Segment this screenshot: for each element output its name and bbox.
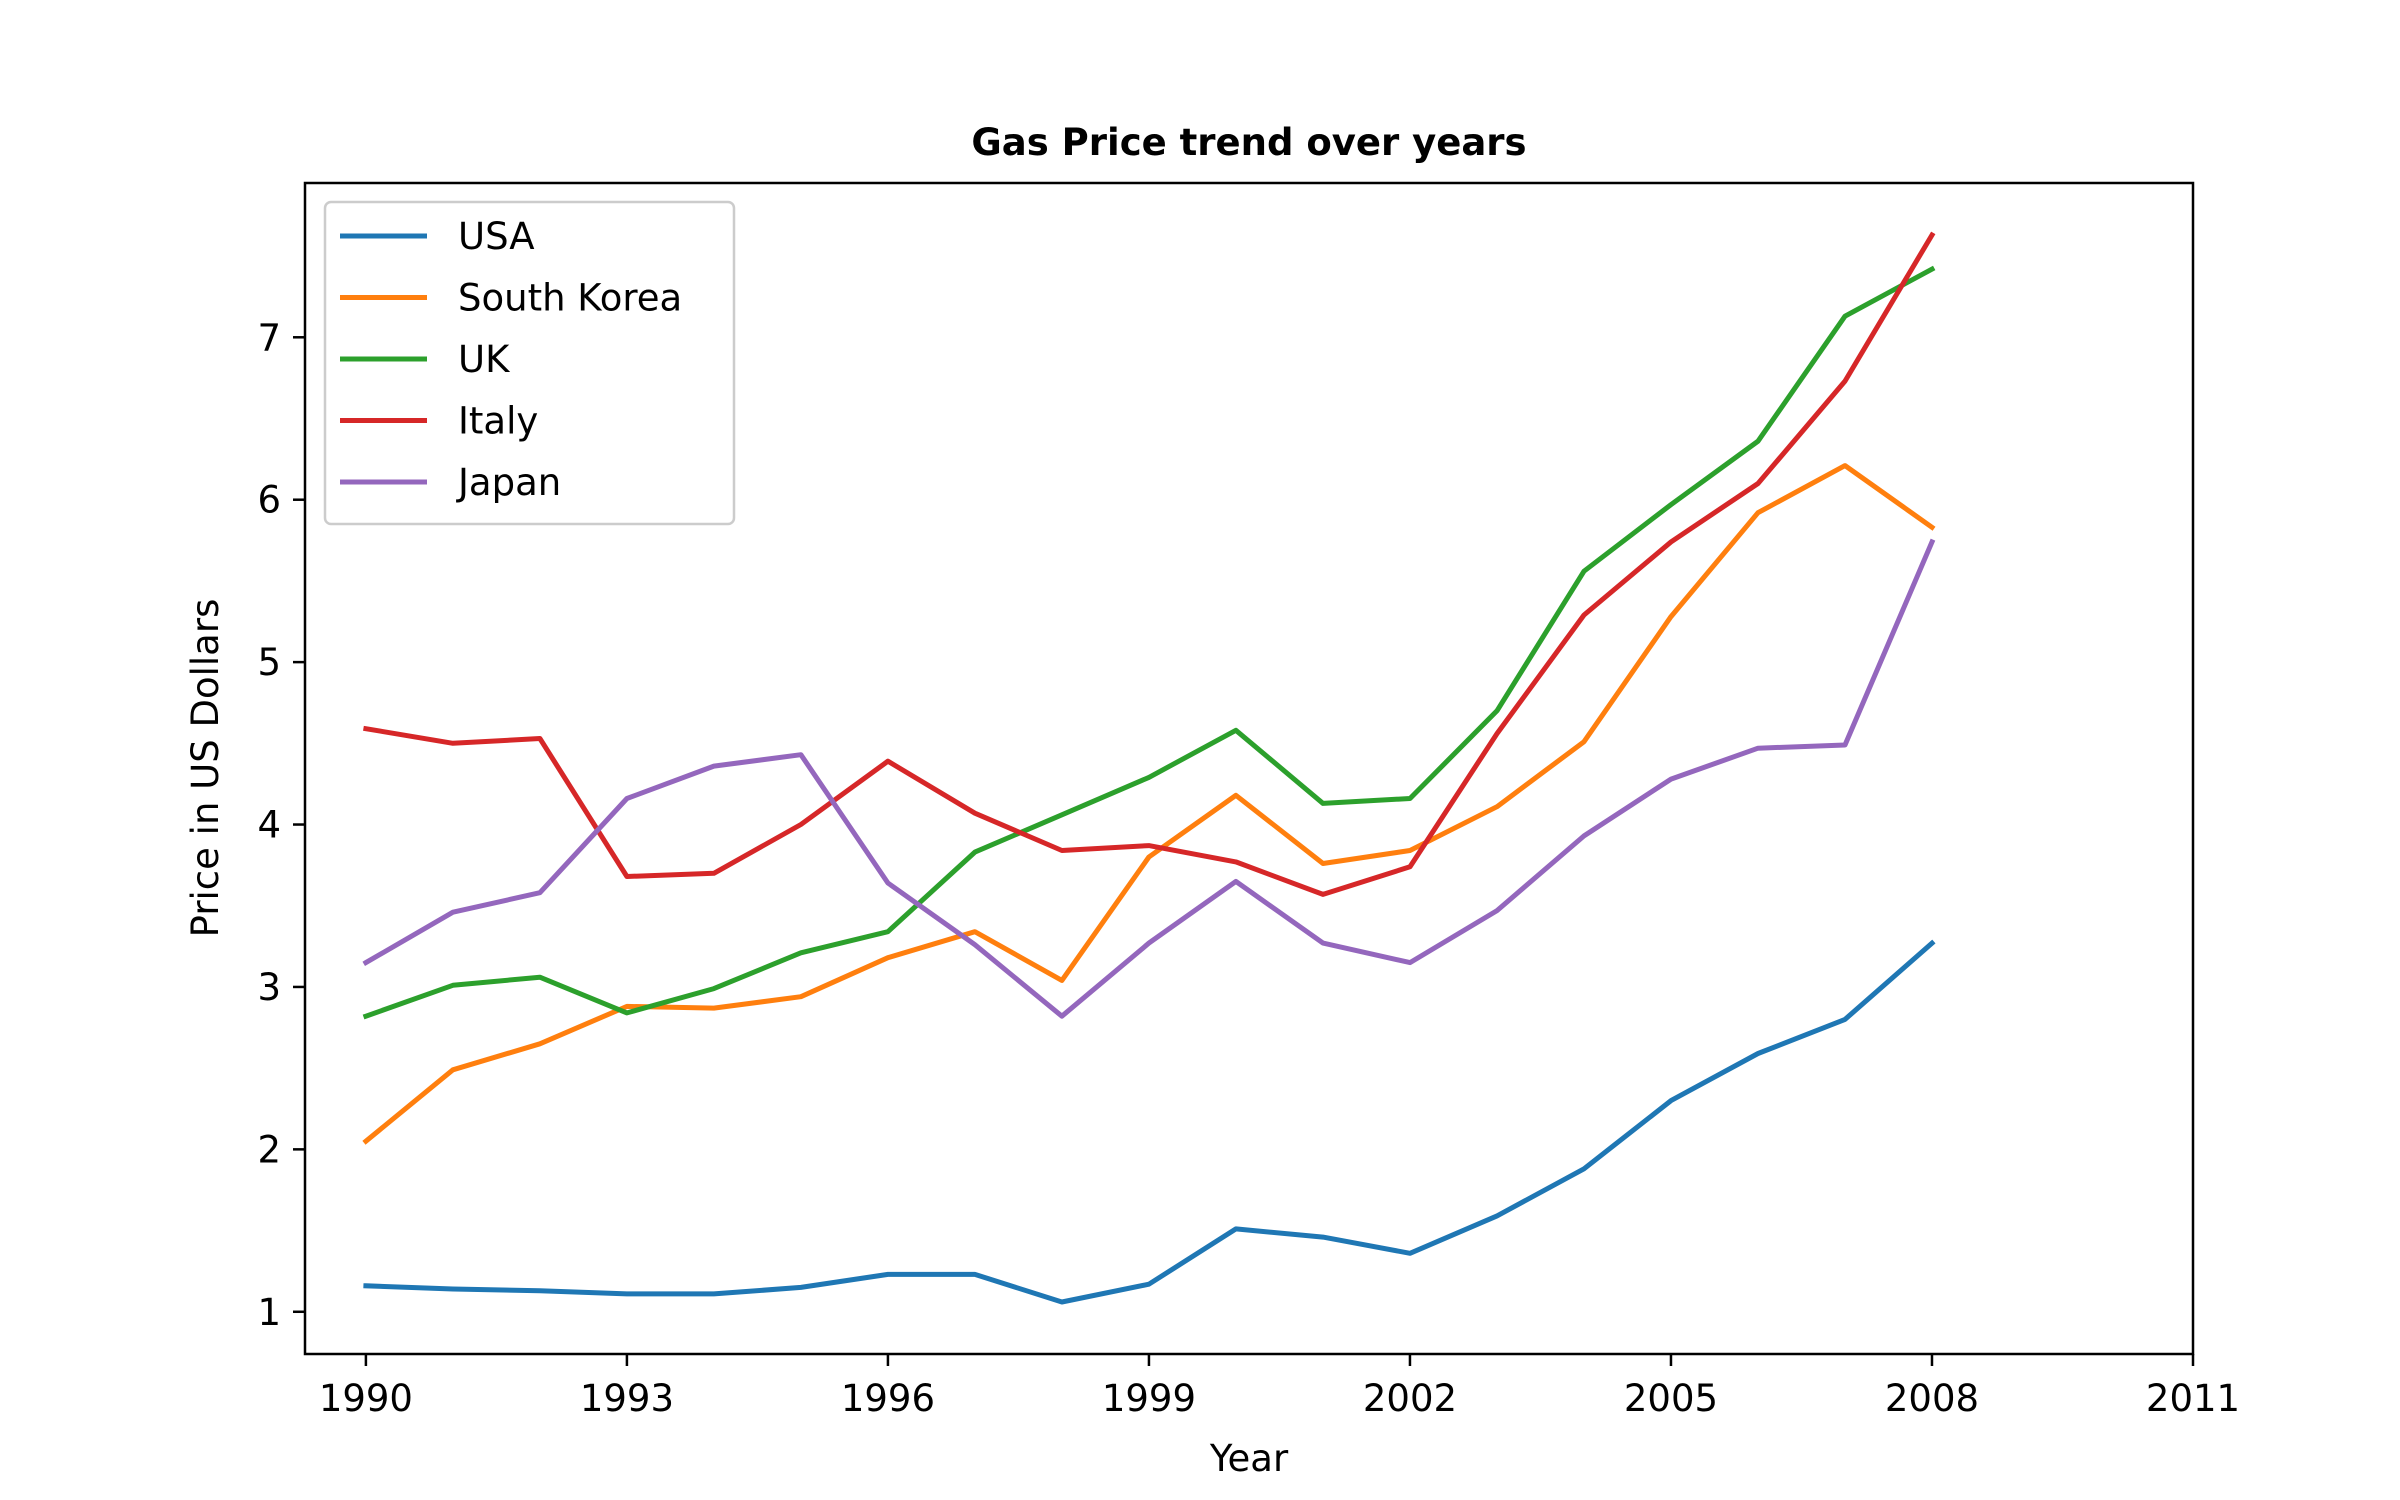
y-tick-label: 3 bbox=[257, 966, 281, 1009]
legend-label-usa: USA bbox=[458, 215, 535, 258]
legend-label-italy: Italy bbox=[458, 400, 538, 443]
x-tick-label: 1999 bbox=[1102, 1377, 1196, 1420]
plot-lines bbox=[362, 231, 1936, 1305]
x-tick-label: 1993 bbox=[580, 1377, 674, 1420]
x-axis-ticks: 1990 1993 1996 1999 2002 2005 2008 2011 bbox=[319, 1354, 2240, 1420]
x-tick-label: 2008 bbox=[1885, 1377, 1979, 1420]
legend-box bbox=[323, 200, 736, 526]
series-line-uk bbox=[362, 265, 1936, 1020]
legend-label-japan: Japan bbox=[456, 461, 561, 504]
chart-title: Gas Price trend over years bbox=[971, 121, 1526, 164]
x-axis-label: Year bbox=[1209, 1437, 1289, 1480]
series-line-italy bbox=[363, 231, 1936, 897]
y-tick-label: 1 bbox=[257, 1291, 281, 1334]
y-tick-label: 7 bbox=[257, 316, 281, 359]
series-line-usa bbox=[363, 939, 1936, 1305]
plot-frame bbox=[303, 181, 2195, 1356]
x-tick-label: 2002 bbox=[1363, 1377, 1457, 1420]
series-line-japan bbox=[362, 538, 1936, 1019]
x-tick-label: 1996 bbox=[841, 1377, 935, 1420]
legend-label-uk: UK bbox=[458, 338, 511, 381]
y-axis-label: Price in US Dollars bbox=[184, 599, 227, 938]
y-tick-label: 2 bbox=[257, 1128, 281, 1171]
y-tick-label: 4 bbox=[257, 804, 281, 847]
y-axis-ticks: 1 2 3 4 5 6 7 bbox=[257, 316, 305, 1334]
x-tick-label: 1990 bbox=[319, 1377, 413, 1420]
legend-label-south-korea: South Korea bbox=[458, 277, 682, 320]
series-line-south-korea bbox=[362, 463, 1936, 1145]
legend: USA South Korea UK Italy Japan bbox=[323, 200, 736, 526]
x-tick-label: 2011 bbox=[2146, 1377, 2240, 1420]
x-tick-label: 2005 bbox=[1624, 1377, 1718, 1420]
y-tick-label: 5 bbox=[257, 641, 281, 684]
y-tick-label: 6 bbox=[257, 479, 281, 522]
